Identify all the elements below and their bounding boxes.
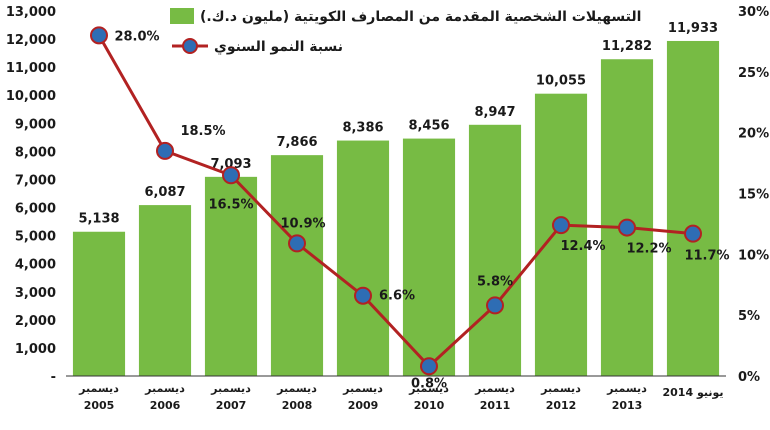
growth-value-label: 11.7% <box>684 249 729 264</box>
growth-point <box>618 218 636 237</box>
bar-value-label: 7,093 <box>210 157 251 172</box>
left-tick-label: 6,000 <box>15 202 56 217</box>
left-tick-label: 8,000 <box>15 145 56 160</box>
bar <box>270 155 324 376</box>
legend-line-swatch <box>172 38 208 54</box>
category-label: ديسمبر <box>144 382 185 395</box>
left-tick-label: 4,000 <box>15 258 56 273</box>
right-tick-label: 30% <box>738 5 769 20</box>
bar-value-label: 10,055 <box>536 74 586 89</box>
category-label: 2010 <box>414 399 445 412</box>
growth-point <box>684 224 702 243</box>
left-tick-label: 13,000 <box>6 5 56 20</box>
growth-value-label: 28.0% <box>114 29 159 44</box>
left-tick-label: 3,000 <box>15 286 56 301</box>
bar <box>72 231 126 376</box>
growth-point <box>486 296 504 315</box>
right-tick-label: 5% <box>738 309 760 324</box>
bar-value-label: 6,087 <box>144 185 185 200</box>
growth-point <box>354 286 372 305</box>
bars <box>72 40 720 377</box>
growth-value-label: 5.8% <box>477 274 513 289</box>
left-tick-label: 5,000 <box>15 230 56 245</box>
bar-value-label: 11,282 <box>602 39 652 54</box>
bar <box>204 176 258 376</box>
left-tick-label: 1,000 <box>15 342 56 357</box>
growth-value-label: 6.6% <box>379 289 415 304</box>
growth-point <box>156 141 174 160</box>
bar-value-labels: 5,138 6,087 7,093 7,866 8,386 8,456 8,947 10,05… <box>78 21 718 227</box>
category-label: ديسمبر <box>342 382 383 395</box>
category-label: 2013 <box>612 399 643 412</box>
left-tick-label: 11,000 <box>6 61 56 76</box>
bar <box>666 40 720 377</box>
bar-value-label: 8,947 <box>474 105 515 120</box>
right-tick-label: 10% <box>738 248 769 263</box>
growth-value-label: 0.8% <box>411 376 447 391</box>
bar <box>138 205 192 376</box>
left-tick-label: - <box>51 370 56 385</box>
right-tick-label: 0% <box>738 370 760 385</box>
left-tick-label: 9,000 <box>15 117 56 132</box>
growth-point <box>288 234 306 253</box>
category-label: 2009 <box>348 399 379 412</box>
bar-value-label: 8,456 <box>408 119 449 134</box>
bar <box>336 140 390 376</box>
category-label: ديسمبر <box>78 382 119 395</box>
left-tick-label: 7,000 <box>15 173 56 188</box>
category-label: 2007 <box>216 399 247 412</box>
bar <box>600 59 654 377</box>
category-label: يونيو 2014 <box>663 386 724 399</box>
bar-value-label: 8,386 <box>342 121 383 136</box>
category-label: 2008 <box>282 399 313 412</box>
bar <box>402 138 456 376</box>
category-labels: ديسمبر 2005 ديسمبر 2006 ديسمبر 2007 ديسمبر 2008… <box>78 382 723 412</box>
bar <box>468 124 522 376</box>
growth-series-line <box>97 34 694 369</box>
growth-value-label: 12.2% <box>626 242 671 257</box>
legend-line-label: نسبة النمو السنوي <box>214 39 343 56</box>
category-label: 2012 <box>546 399 577 412</box>
bar <box>534 93 588 377</box>
growth-point <box>90 26 108 45</box>
growth-value-label: 18.5% <box>180 124 225 139</box>
legend-bar-label: التسهيلات الشخصية المقدمة من المصارف الك… <box>200 9 641 25</box>
bar-value-label: 7,866 <box>276 135 317 150</box>
legend: التسهيلات الشخصية المقدمة من المصارف الك… <box>170 8 641 56</box>
growth-value-labels: 28.0% 18.5% 16.5% 10.9% 6.6% 0.8% 5.8% 12.4% 12.… <box>114 29 729 391</box>
growth-line <box>90 26 702 376</box>
growth-value-label: 12.4% <box>560 239 605 254</box>
category-label: ديسمبر <box>540 382 581 395</box>
growth-value-label: 16.5% <box>208 197 253 212</box>
growth-point <box>552 216 570 235</box>
growth-point <box>420 357 438 376</box>
category-label: 2006 <box>150 399 181 412</box>
right-tick-label: 20% <box>738 127 769 142</box>
category-label: ديسمبر <box>276 382 317 395</box>
category-label: 2005 <box>84 399 115 412</box>
left-axis-ticks: - 1,000 2,000 3,000 4,000 5,000 6,000 7,000 8,00… <box>6 5 56 385</box>
category-label: ديسمبر <box>606 382 647 395</box>
legend-bar-swatch <box>170 8 194 24</box>
category-label: ديسمبر <box>210 382 251 395</box>
right-tick-label: 15% <box>738 188 769 203</box>
category-label: ديسمبر <box>474 382 515 395</box>
right-axis-ticks: 0% 5% 10% 15% 20% 25% 30% <box>738 5 769 385</box>
category-label: 2011 <box>480 399 511 412</box>
left-tick-label: 10,000 <box>6 89 56 104</box>
category-label: ديسمبر <box>408 382 449 395</box>
left-tick-label: 2,000 <box>15 314 56 329</box>
left-tick-label: 12,000 <box>6 33 56 48</box>
right-tick-label: 25% <box>738 66 769 81</box>
growth-point <box>222 166 240 185</box>
bar-value-label: 11,933 <box>668 21 718 36</box>
bar-value-label: 5,138 <box>78 212 119 227</box>
growth-value-label: 10.9% <box>280 216 325 231</box>
